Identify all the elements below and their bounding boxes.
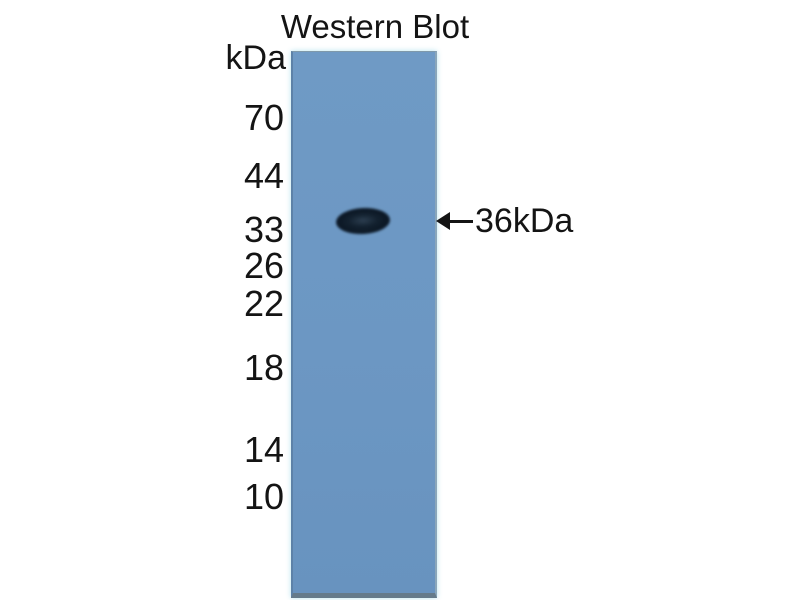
ladder-marker-10: 10 [243, 476, 284, 517]
figure-title: Western Blot [280, 8, 470, 45]
ladder-marker-33: 33 [243, 209, 284, 250]
ladder-marker-18: 18 [243, 347, 284, 388]
kda-unit-label: kDa [225, 39, 286, 77]
ladder-marker-22: 22 [243, 283, 284, 324]
ladder-marker-26: 26 [243, 245, 284, 286]
band-annotation: 36kDa [436, 201, 573, 241]
ladder-marker-14: 14 [243, 429, 284, 470]
gel-lane [291, 51, 437, 598]
band-size-label: 36kDa [475, 202, 574, 240]
ladder-marker-70: 70 [243, 97, 284, 138]
ladder-marker-44: 44 [243, 155, 284, 196]
arrow-stem [444, 219, 473, 223]
arrow-head [436, 212, 450, 230]
left-arrow-icon [436, 211, 473, 231]
